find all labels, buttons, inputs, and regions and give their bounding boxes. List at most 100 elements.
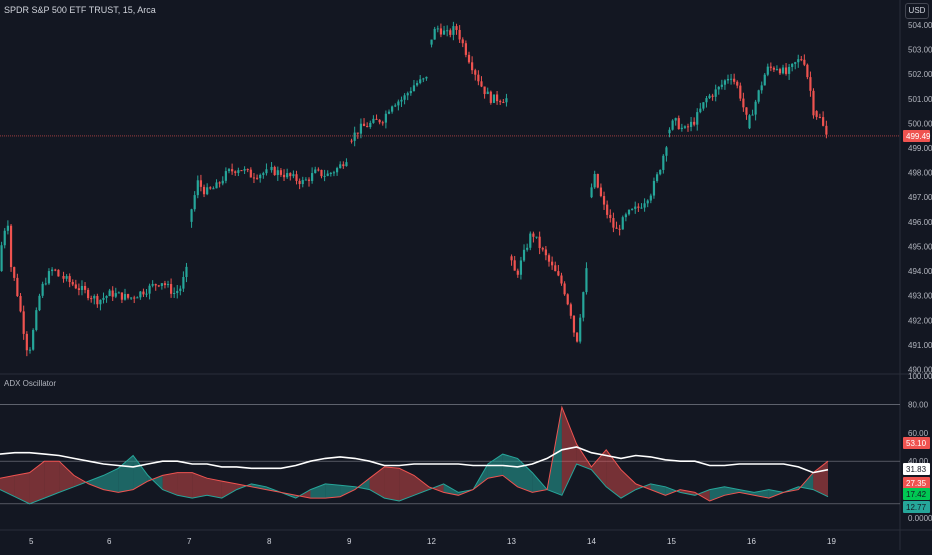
time-tick-label: 19 xyxy=(827,537,836,546)
currency-button[interactable]: USD xyxy=(905,3,929,19)
candle-body xyxy=(179,288,182,291)
candle-body xyxy=(627,209,631,215)
candle-body xyxy=(708,95,711,99)
candle-body xyxy=(606,204,609,215)
candle-body xyxy=(538,236,541,249)
candle-body xyxy=(665,147,668,156)
indicator-tick-label: 0.0000 xyxy=(908,514,932,523)
candle-body xyxy=(502,102,505,104)
candle-body xyxy=(359,123,363,134)
candle-body xyxy=(108,290,111,297)
price-tick-label: 490.00 xyxy=(908,366,932,375)
candle-body xyxy=(563,283,566,295)
candle-body xyxy=(93,295,96,299)
di-fill-segment xyxy=(207,478,222,499)
candle-body xyxy=(237,170,240,173)
di-fill-segment xyxy=(709,486,725,501)
candle-body xyxy=(566,294,569,305)
candle-body xyxy=(778,69,782,74)
candle-body xyxy=(9,225,13,268)
adx-line xyxy=(0,446,829,474)
candle-body xyxy=(193,195,196,210)
candle-body xyxy=(815,111,818,117)
candle-body xyxy=(784,67,788,74)
candle-body xyxy=(590,187,593,198)
indicator-value-label: 53.10 xyxy=(906,439,927,448)
candle-body xyxy=(265,169,268,174)
candle-body xyxy=(439,28,443,35)
candle-body xyxy=(160,283,163,286)
di-fill-segment xyxy=(650,483,666,496)
candle-body xyxy=(16,277,19,297)
candle-body xyxy=(68,276,71,283)
candle-body xyxy=(282,174,286,178)
di-fill-segment xyxy=(325,483,341,499)
time-tick-label: 9 xyxy=(347,537,352,546)
candle-body xyxy=(575,332,579,342)
di-fill-segment xyxy=(118,455,134,493)
candle-body xyxy=(649,195,652,201)
candle-body xyxy=(680,127,683,130)
candle-body xyxy=(806,64,809,78)
candle-body xyxy=(772,67,775,70)
candle-body xyxy=(532,233,535,237)
di-fill-segment xyxy=(606,449,621,499)
candle-body xyxy=(637,206,640,208)
candle-body xyxy=(791,63,794,67)
time-tick-label: 6 xyxy=(107,537,112,546)
candle-body xyxy=(74,284,77,289)
candle-body xyxy=(273,166,276,176)
di-fill-segment xyxy=(428,483,444,493)
candle-body xyxy=(394,105,397,107)
candle-body xyxy=(369,122,372,127)
candle-body xyxy=(249,169,252,178)
candle-body xyxy=(702,102,705,109)
candle-body xyxy=(32,329,35,350)
candle-body xyxy=(409,91,412,94)
candle-body xyxy=(726,78,730,81)
candle-body xyxy=(812,90,815,116)
candle-body xyxy=(182,277,185,289)
candle-body xyxy=(822,117,825,126)
candle-body xyxy=(139,291,142,298)
candle-body xyxy=(295,174,298,181)
candle-body xyxy=(314,169,317,174)
candle-body xyxy=(446,30,449,32)
candle-body xyxy=(748,115,751,129)
candle-body xyxy=(311,173,314,181)
time-tick-label: 7 xyxy=(187,537,192,546)
candle-body xyxy=(757,90,760,102)
candle-body xyxy=(430,39,433,45)
candle-body xyxy=(436,28,439,30)
candle-body xyxy=(696,112,699,125)
candle-body xyxy=(723,80,727,85)
candle-body xyxy=(123,294,127,300)
candle-body xyxy=(62,276,65,279)
candle-body xyxy=(464,43,467,55)
di-fill-segment xyxy=(103,468,119,493)
di-fill-segment xyxy=(162,472,178,496)
candle-body xyxy=(412,85,416,92)
candle-body xyxy=(41,283,44,296)
candle-body xyxy=(516,270,519,275)
di-fill-segment xyxy=(561,407,577,496)
candle-body xyxy=(234,171,237,173)
candle-body xyxy=(190,209,193,222)
candle-body xyxy=(422,78,425,80)
indicator-value-label: 27.35 xyxy=(906,479,927,488)
candle-body xyxy=(557,271,560,276)
candle-body xyxy=(378,119,381,123)
candle-body xyxy=(44,283,47,285)
candle-body xyxy=(560,275,563,284)
price-tick-label: 504.00 xyxy=(908,21,932,30)
di-fill-segment xyxy=(384,466,400,501)
indicator-value-label: 17.42 xyxy=(906,490,927,499)
price-tick-label: 492.00 xyxy=(908,316,932,325)
candle-body xyxy=(298,180,301,185)
candle-body xyxy=(362,123,366,127)
candle-body xyxy=(35,310,38,330)
price-tick-label: 495.00 xyxy=(908,242,932,251)
candle-body xyxy=(615,227,618,229)
di-fill-segment xyxy=(177,472,193,499)
candle-body xyxy=(818,116,821,118)
